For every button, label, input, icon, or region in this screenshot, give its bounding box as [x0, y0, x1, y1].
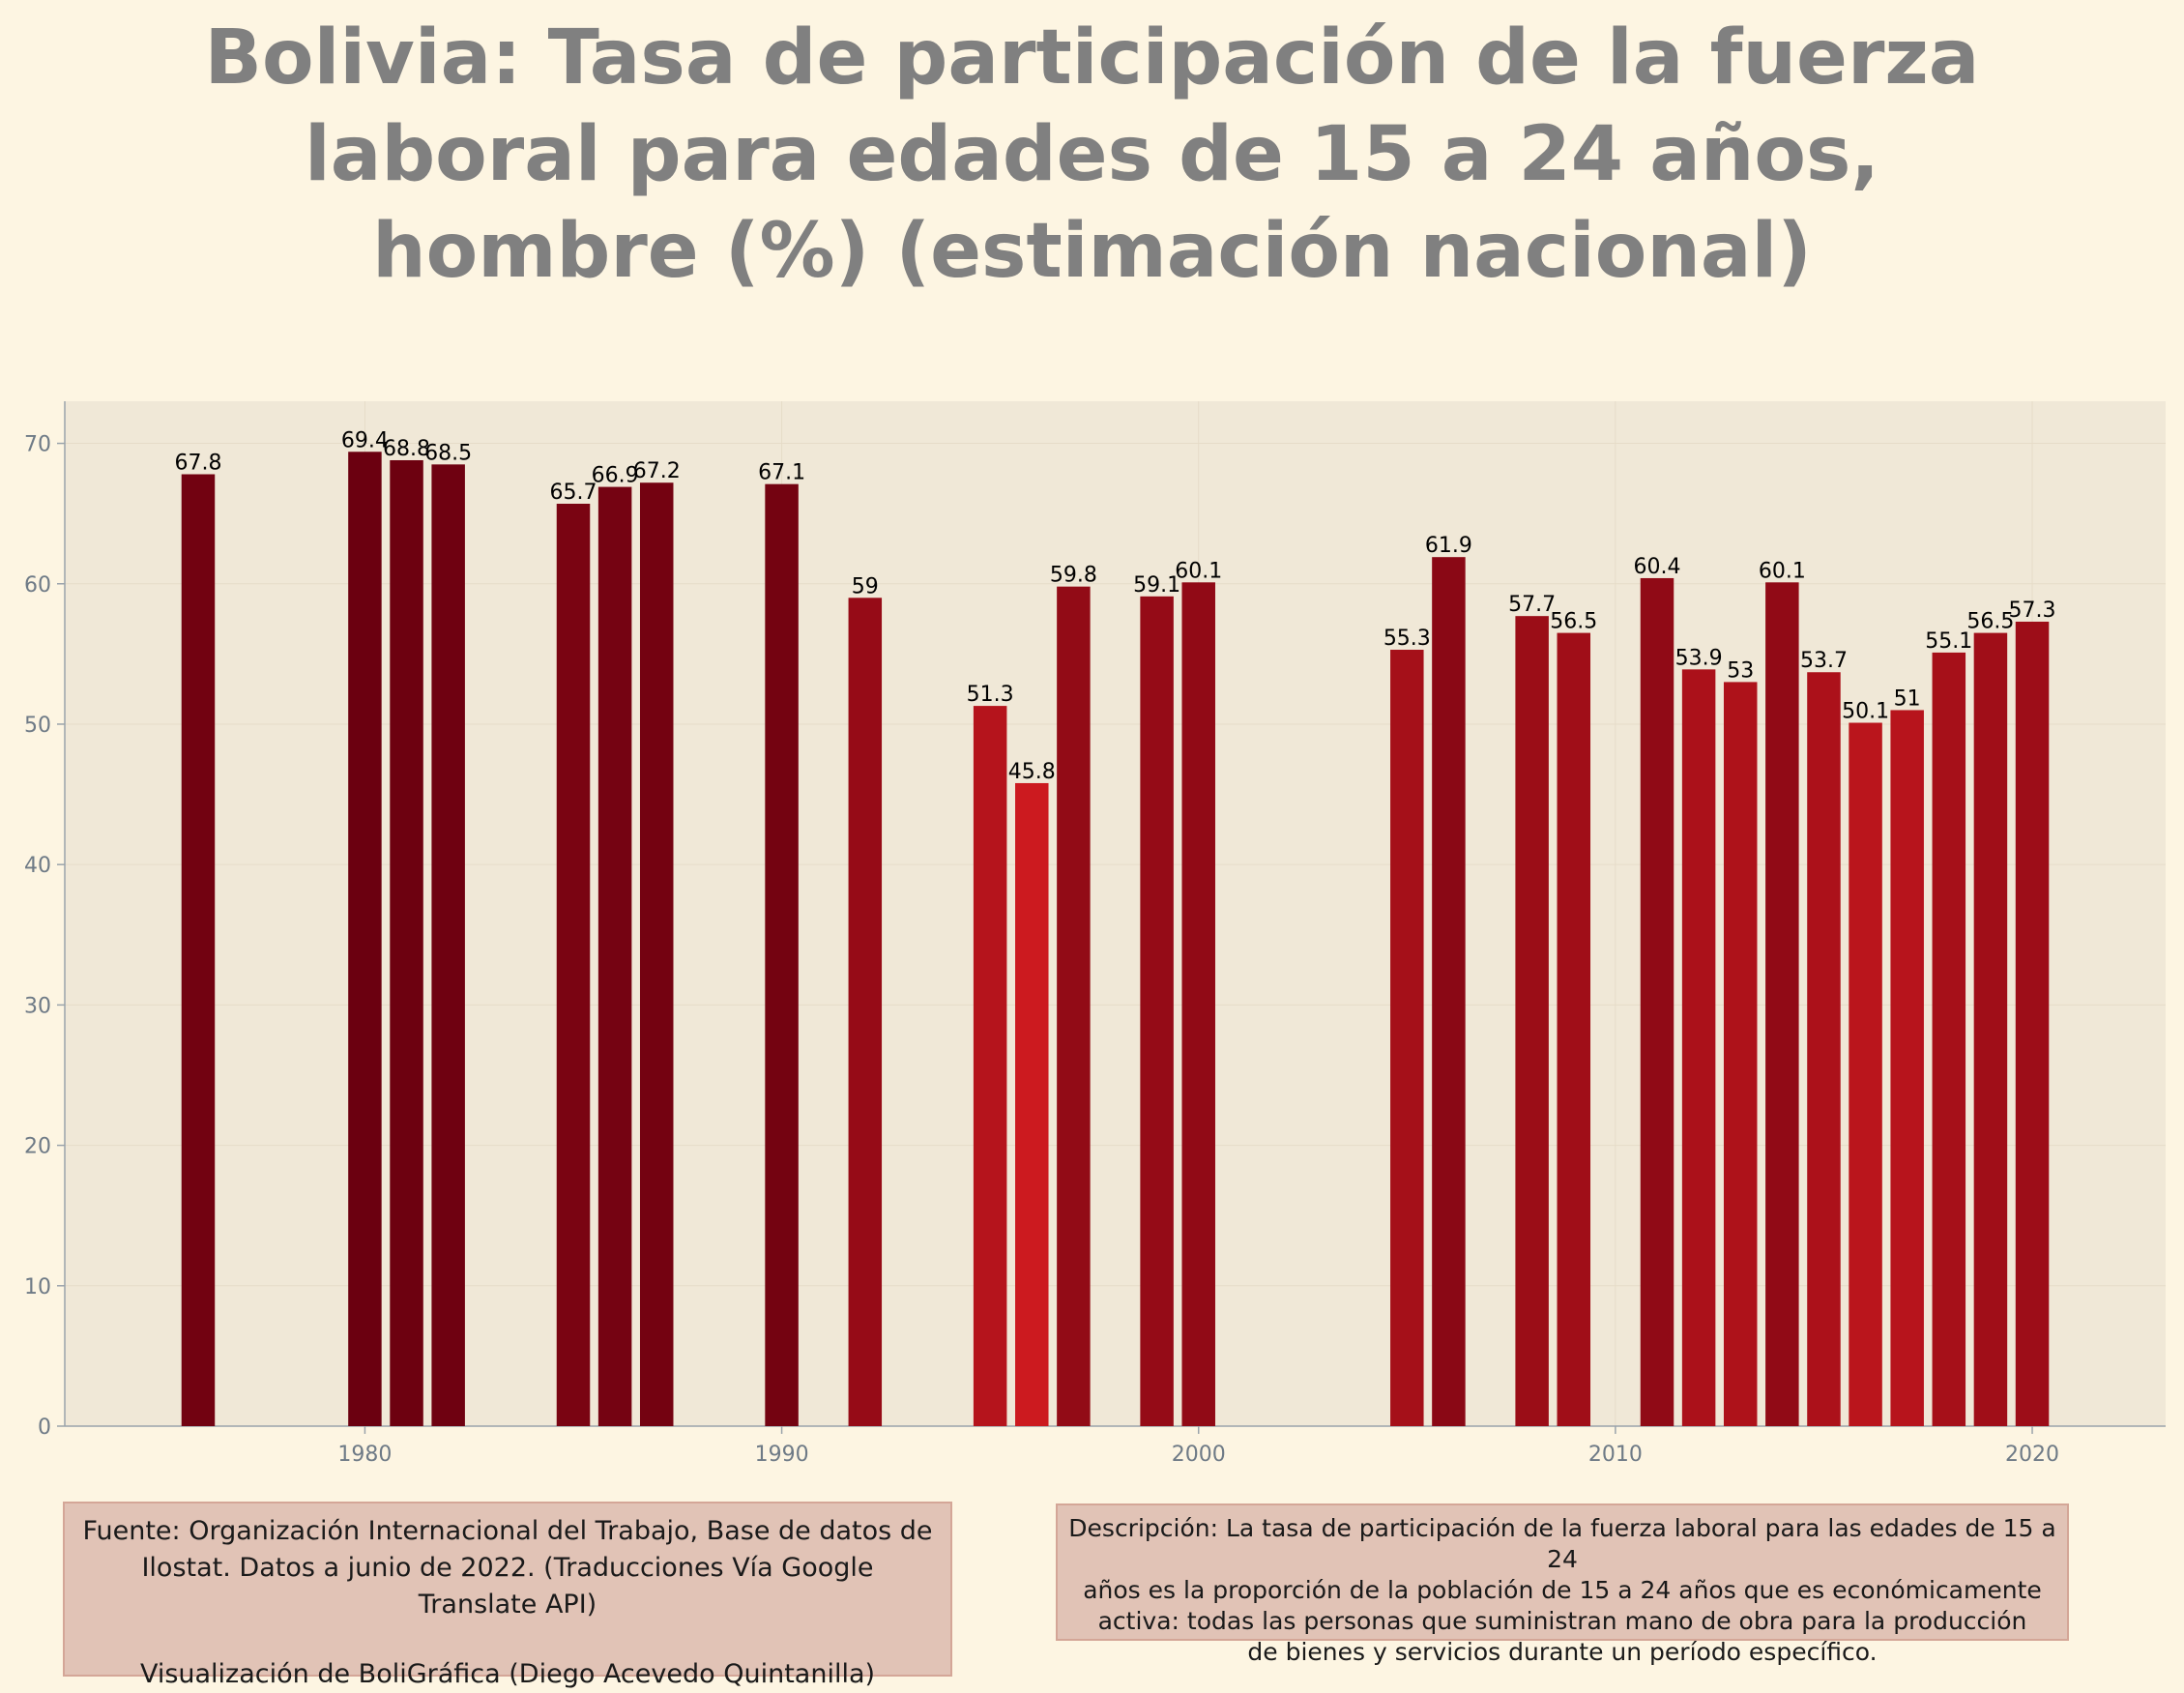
data-label-2020: 57.3 [2009, 598, 2056, 623]
data-label-2019: 56.5 [1966, 610, 2014, 634]
data-label-2008: 57.7 [1508, 593, 1556, 617]
y-tick-label: 10 [24, 1275, 51, 1299]
data-label-1997: 59.8 [1050, 564, 1097, 588]
data-label-2006: 61.9 [1425, 534, 1472, 558]
source-line-1: Fuente: Organización Internacional del T… [82, 1516, 933, 1546]
bar-1987 [639, 482, 674, 1426]
data-label-2012: 53.9 [1675, 646, 1723, 670]
bar-2011 [1640, 577, 1674, 1426]
data-label-2014: 60.1 [1759, 559, 1806, 583]
data-label-1981: 68.8 [383, 437, 430, 461]
bar-2008 [1515, 616, 1549, 1426]
data-label-1995: 51.3 [967, 683, 1014, 707]
y-tick-label: 60 [24, 573, 51, 598]
description-line-1: Descripción: La tasa de participación de… [1068, 1514, 2056, 1573]
data-label-1985: 65.7 [550, 481, 597, 505]
description-line-4: de bienes y servicios durante un período… [1247, 1638, 1878, 1666]
data-label-2011: 60.4 [1634, 555, 1681, 579]
bar-1995 [973, 706, 1007, 1426]
data-label-2000: 60.1 [1175, 559, 1222, 583]
data-label-2017: 51 [1894, 686, 1921, 711]
data-label-1976: 67.8 [174, 452, 221, 476]
bar-2016 [1849, 722, 1882, 1426]
bar-2013 [1723, 682, 1758, 1426]
chart-title: Bolivia: Tasa de participación de la fue… [0, 10, 2184, 300]
bar-2000 [1181, 582, 1215, 1426]
data-label-1980: 69.4 [341, 428, 389, 452]
data-label-2015: 53.7 [1800, 649, 1848, 673]
bar-2018 [1932, 652, 1966, 1426]
x-tick-label: 1990 [755, 1443, 809, 1467]
description-line-3: activa: todas las personas que suministr… [1097, 1607, 2027, 1635]
description-box: Descripción: La tasa de participación de… [1056, 1503, 2069, 1666]
bar-1999 [1140, 596, 1174, 1426]
data-label-1996: 45.8 [1008, 760, 1056, 784]
data-label-2005: 55.3 [1383, 627, 1431, 651]
description-line-2: años es la proporción de la población de… [1083, 1576, 2042, 1604]
x-tick-label: 1980 [337, 1443, 392, 1467]
y-tick-label: 20 [24, 1135, 51, 1159]
bar-1996 [1015, 782, 1049, 1426]
bar-1986 [597, 486, 632, 1427]
source-line-2: Ilostat. Datos a junio de 2022. (Traducc… [141, 1553, 874, 1583]
x-tick-label: 2000 [1172, 1443, 1226, 1467]
bar-1985 [556, 504, 591, 1426]
bar-2009 [1557, 632, 1591, 1426]
y-tick-label: 40 [24, 854, 51, 878]
bar-2015 [1807, 672, 1841, 1426]
x-tick-label: 2010 [1588, 1443, 1643, 1467]
bar-2005 [1390, 650, 1424, 1426]
bar-1992 [848, 598, 883, 1426]
bar-2014 [1765, 582, 1799, 1426]
y-tick-label: 70 [24, 433, 51, 457]
title-line-2: laboral para edades de 15 a 24 años, [304, 111, 1880, 198]
y-tick-label: 30 [24, 994, 51, 1018]
data-label-1990: 67.1 [758, 461, 805, 485]
data-label-1986: 66.9 [592, 464, 639, 488]
data-label-1999: 59.1 [1133, 573, 1180, 598]
bar-1990 [765, 483, 799, 1426]
data-label-1992: 59 [852, 574, 879, 598]
data-label-2018: 55.1 [1925, 629, 1972, 654]
data-label-1982: 68.5 [424, 441, 472, 465]
title-line-3: hombre (%) (estimación nacional) [372, 208, 1812, 295]
bar-2012 [1681, 669, 1716, 1426]
credit-line: Visualización de BoliGráfica (Diego Acev… [139, 1659, 876, 1689]
data-label-1987: 67.2 [633, 459, 681, 483]
y-tick-label: 50 [24, 714, 51, 738]
source-box: Fuente: Organización Internacional del T… [63, 1502, 952, 1689]
bar-1976 [181, 474, 216, 1426]
bar-chart: 0 10 20 30 40 50 60 70 1980 1990 2000 2010 2020 67.8 6… [24, 401, 2166, 1467]
source-line-3: Translate API) [418, 1590, 597, 1620]
bar-2006 [1432, 557, 1466, 1426]
bar-1982 [431, 464, 465, 1426]
data-label-2016: 50.1 [1842, 700, 1889, 724]
data-label-2009: 56.5 [1550, 610, 1597, 634]
y-tick-label: 0 [38, 1416, 51, 1440]
bar-1980 [348, 452, 382, 1426]
bar-1997 [1057, 586, 1091, 1426]
x-tick-label: 2020 [2005, 1443, 2059, 1467]
bar-2017 [1890, 710, 1924, 1426]
bar-2020 [2015, 621, 2050, 1426]
bar-2019 [1973, 632, 2008, 1426]
title-line-1: Bolivia: Tasa de participación de la fue… [204, 15, 1980, 102]
data-label-2013: 53 [1727, 658, 1754, 683]
bar-1981 [390, 459, 423, 1426]
